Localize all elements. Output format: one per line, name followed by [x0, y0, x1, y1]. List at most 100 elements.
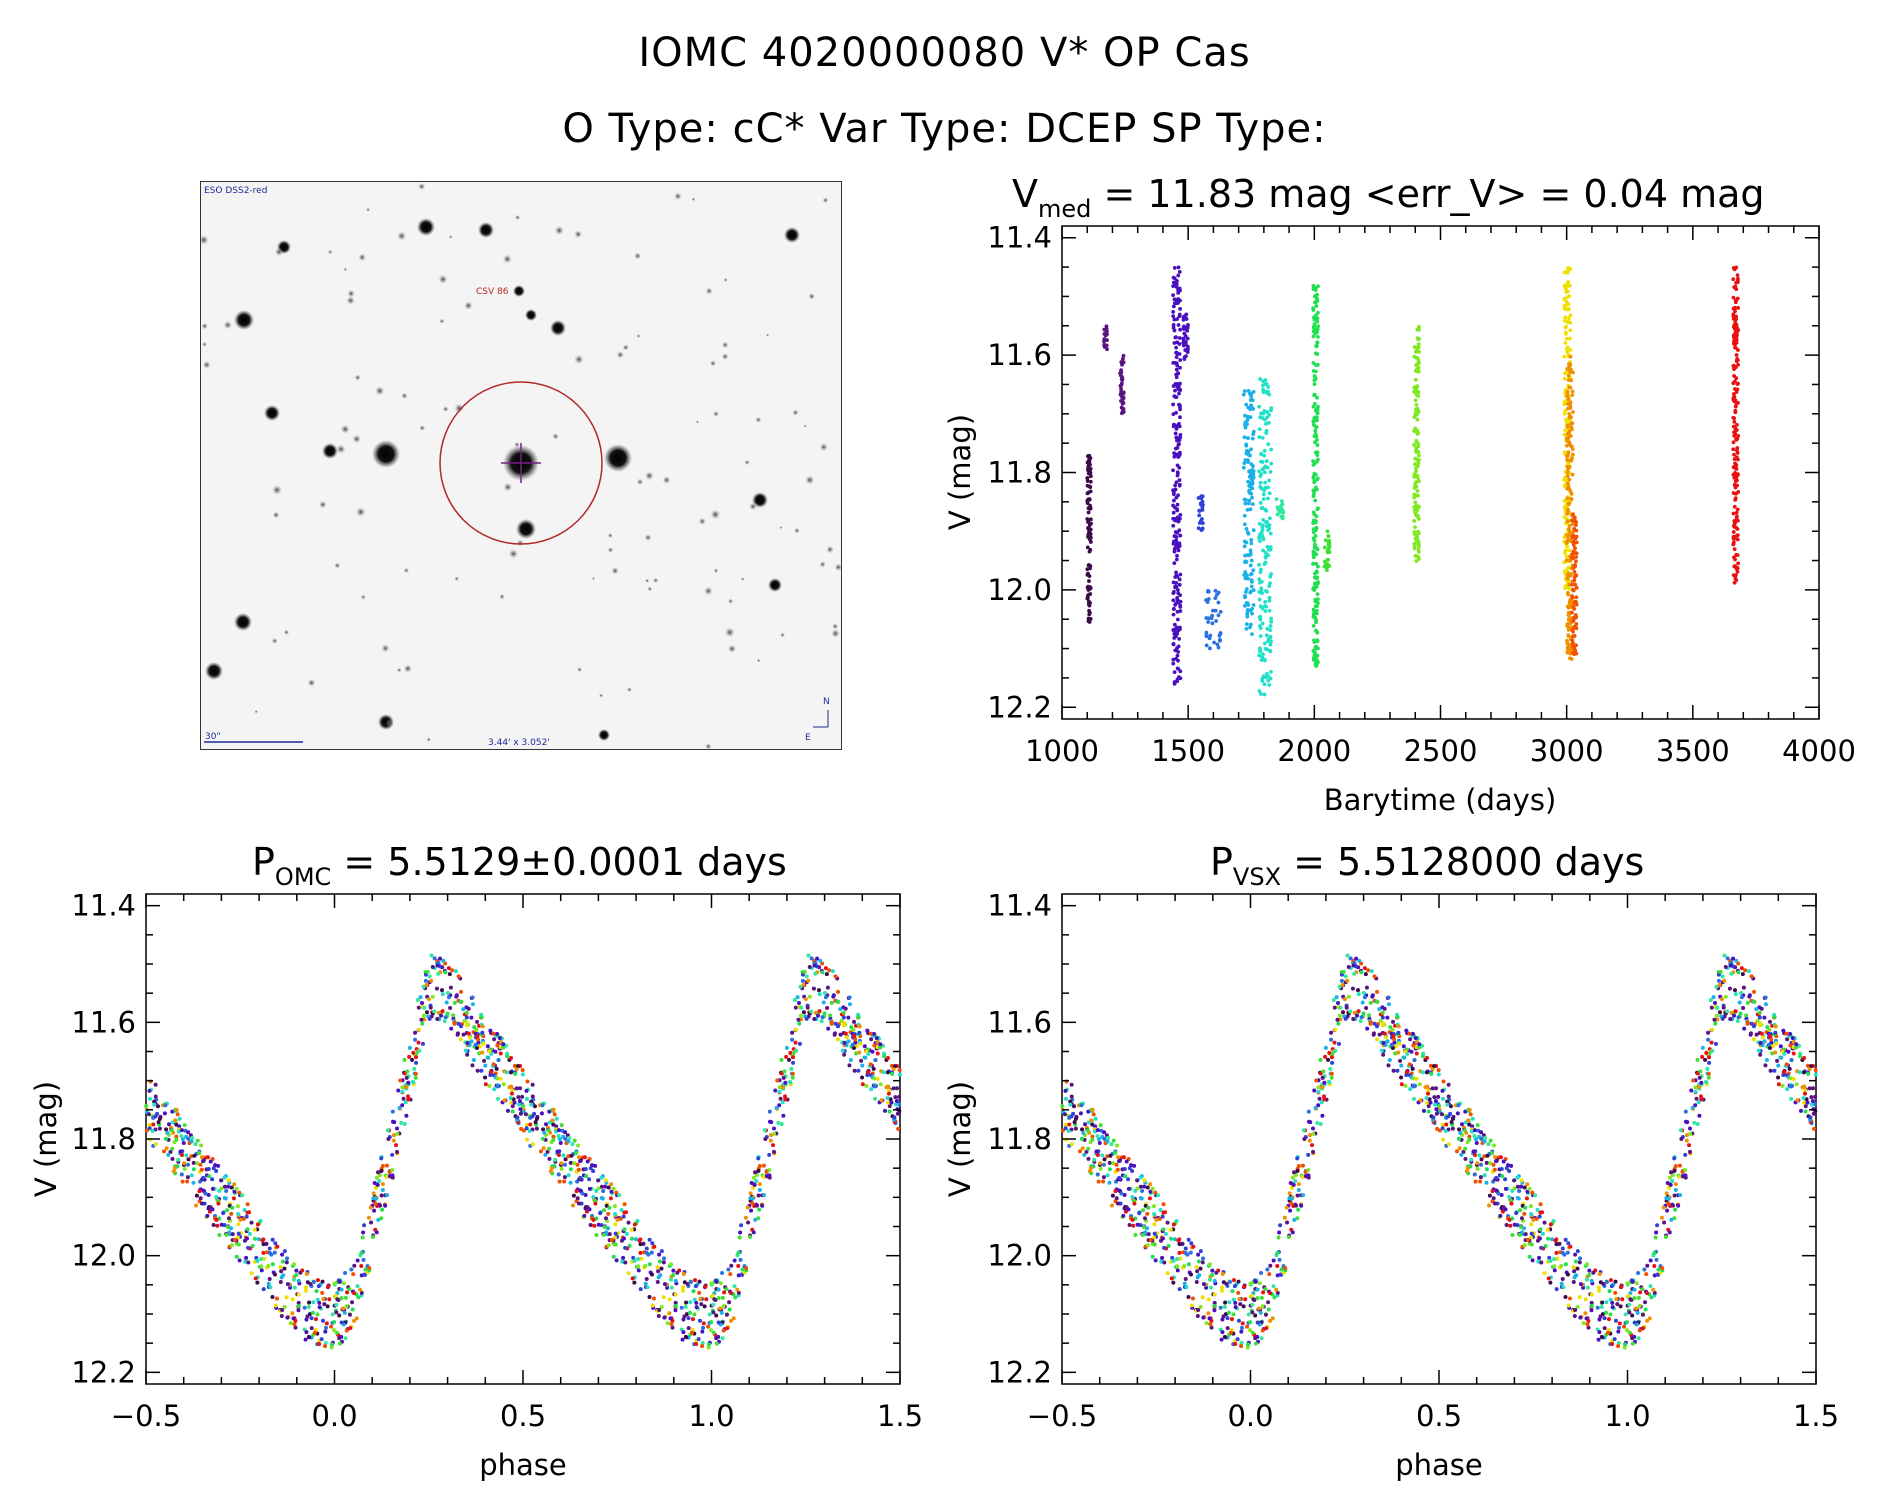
lightcurve-point [1257, 521, 1262, 526]
lightcurve-point [1262, 453, 1267, 458]
figure-title: IOMC 4020000080 V* OP Cas [638, 30, 1251, 76]
phase-omc-point [692, 1312, 697, 1317]
phase-vsx-point [1241, 1304, 1246, 1309]
lightcurve-point [1325, 529, 1330, 534]
phase-omc-point [629, 1227, 634, 1232]
phase-vsx-point [1201, 1256, 1206, 1261]
lightcurve-point [1274, 497, 1279, 501]
phase-omc-point [147, 1088, 152, 1093]
phase-omc-point [337, 1313, 342, 1318]
lightcurve-point [1243, 559, 1248, 564]
phase-vsx-point [1744, 1013, 1749, 1018]
phase-omc-point [611, 1186, 616, 1191]
star [478, 222, 494, 238]
phase-omc-point [682, 1314, 687, 1319]
lightcurve-point [1313, 440, 1317, 445]
lightcurve-point [1172, 492, 1176, 497]
lightcurve-point [1204, 634, 1209, 639]
lightcurve-point [1735, 553, 1740, 558]
lightcurve-point [1412, 505, 1417, 510]
phase-vsx-point [1756, 1048, 1761, 1053]
phase-vsx-point [1762, 1039, 1767, 1044]
phase-vsx-point [1627, 1302, 1632, 1307]
lightcurve-point [1562, 318, 1567, 323]
phase-omc-point [886, 1091, 891, 1096]
lightcurve-point [1414, 466, 1418, 471]
phase-omc-point [320, 1318, 325, 1323]
lightcurve-point [1732, 504, 1737, 509]
lightcurve-point [1174, 355, 1179, 360]
faint-star [703, 586, 713, 596]
phase-vsx-point [1299, 1203, 1304, 1208]
phase-vsx-point [1278, 1223, 1283, 1228]
lightcurve-point [1251, 588, 1256, 593]
lightcurve-point [1566, 378, 1571, 382]
phase-vsx-point [1329, 1030, 1334, 1035]
phase-omc-point [245, 1227, 250, 1232]
phase-omc-point [539, 1111, 544, 1116]
phase-omc-point [774, 1105, 779, 1110]
phase-omc-point [875, 1051, 880, 1056]
phase-omc-point [280, 1259, 285, 1264]
faint-star [607, 547, 614, 553]
lightcurve-point [1269, 639, 1273, 644]
lightcurve-point [1315, 319, 1320, 324]
phase-vsx-point [1578, 1256, 1583, 1261]
phase-omc-point [349, 1267, 354, 1272]
phase-omc-point [482, 1058, 487, 1063]
phase-vsx-point [1183, 1276, 1188, 1281]
phase-vsx-point [1773, 1030, 1778, 1035]
phase-omc-point [374, 1175, 379, 1180]
lightcurve-point [1269, 669, 1273, 674]
faint-star [419, 424, 426, 431]
lightcurve-point [1266, 528, 1270, 533]
lightcurve-point [1088, 548, 1093, 552]
phase-omc-point [680, 1288, 685, 1293]
phase-vsx-point [1259, 1271, 1264, 1276]
phase-omc-point [292, 1285, 297, 1290]
phase-vsx-point [1212, 1278, 1217, 1283]
phase-vsx-point [1073, 1126, 1078, 1131]
phase-omc-point [356, 1295, 361, 1300]
phase-vsx-point [1812, 1126, 1817, 1131]
lightcurve-point [1571, 410, 1575, 414]
phase-omc-point [211, 1222, 216, 1227]
phase-omc-point [475, 1019, 480, 1024]
phase-omc-point [574, 1189, 579, 1194]
lightcurve-point [1174, 535, 1179, 539]
phase-omc-point [697, 1279, 702, 1284]
lightcurve-point [1562, 498, 1567, 503]
phase-omc-point [424, 982, 429, 987]
lightcurve-point [1247, 488, 1252, 493]
lightcurve-point [1733, 485, 1738, 490]
lightcurve-point [1267, 608, 1272, 613]
lightcurve-point [1570, 594, 1574, 598]
phase-vsx-point [1632, 1296, 1637, 1301]
phase-vsx-point [1432, 1095, 1437, 1100]
lightcurve-point [1566, 397, 1571, 402]
lightcurve-point [1171, 304, 1176, 309]
faint-star [622, 344, 629, 351]
phase-omc-point [273, 1241, 278, 1246]
phase-omc-point [343, 1295, 348, 1300]
lightcurve-point [1563, 285, 1568, 289]
phase-omc-point [751, 1175, 756, 1180]
lightcurve-point [1735, 570, 1740, 574]
phase-omc-point [456, 974, 461, 979]
phase-omc-point [380, 1207, 385, 1212]
lightcurve-point [1257, 649, 1262, 654]
phase-omc-point [823, 966, 828, 971]
phase-omc-point [647, 1294, 652, 1299]
phase-omc-point [347, 1287, 352, 1292]
phase-omc-point [446, 995, 451, 1000]
lightcurve-point [1314, 425, 1319, 429]
phase-vsx-point [1714, 1013, 1719, 1018]
lightcurve-point [1570, 555, 1574, 559]
phase-omc-point [222, 1195, 227, 1200]
phase-omc-point [771, 1149, 776, 1154]
phase-omc-point [583, 1166, 588, 1171]
phase-omc-point [571, 1193, 576, 1198]
phase-omc-point [273, 1303, 278, 1308]
lightcurve-point [1088, 474, 1093, 478]
phase-omc-point [843, 1031, 848, 1036]
